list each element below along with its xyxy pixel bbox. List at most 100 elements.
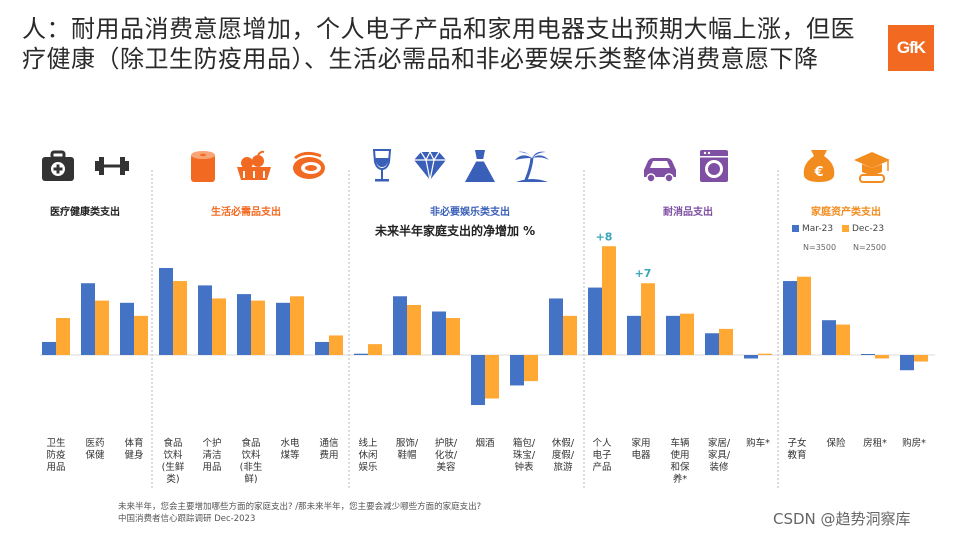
bar-mar23: [783, 281, 797, 355]
category-label: 食品: [163, 437, 182, 449]
category-label: 电器: [631, 449, 651, 461]
category-label: 清洁: [202, 449, 221, 461]
bar-mar23: [510, 355, 524, 386]
category-label: 和保: [670, 461, 690, 473]
gfk-logo: GfK: [888, 25, 934, 71]
money-bag-icon: €: [803, 150, 835, 182]
change-callout: +7: [635, 267, 652, 280]
category-label: 购房*: [902, 437, 926, 449]
bar-dec23: [758, 353, 772, 355]
bar-dec23: [836, 324, 850, 355]
bar-dec23: [56, 318, 70, 355]
category-label: 类): [166, 473, 179, 485]
category-label: 防疫: [46, 449, 66, 461]
legend-sample-mar23: N=3500: [803, 243, 837, 252]
legend-swatch-mar23: [792, 225, 799, 232]
category-label: 装修: [709, 461, 729, 473]
category-label: 休假/: [552, 437, 575, 449]
bar-mar23: [822, 320, 836, 355]
category-label: 饮料: [163, 449, 183, 461]
bar-mar23: [120, 302, 134, 355]
category-label: 服饰/: [396, 437, 419, 449]
category-label: 卫生: [46, 437, 66, 449]
bar-dec23: [368, 344, 382, 355]
bar-mar23: [549, 298, 563, 355]
change-callout: +8: [596, 230, 613, 243]
diamond-icon: [414, 150, 446, 181]
category-label: 鞋帽: [397, 449, 416, 461]
bar-mar23: [627, 315, 641, 355]
medical-kit-icon: [42, 150, 74, 181]
category-label: 烟酒: [475, 437, 495, 449]
page-title: 人：耐用品消费意愿增加，个人电子产品和家用电器支出预期大幅上涨，但医 疗健康（除…: [22, 14, 862, 74]
category-label: 家具/: [708, 449, 731, 461]
bar-mar23: [861, 354, 875, 355]
category-label: 医药: [85, 438, 104, 449]
category-label: 化妆/: [435, 449, 458, 461]
category-label: 钟表: [514, 461, 534, 473]
bar-dec23: [485, 355, 499, 399]
meat-icon: [293, 151, 325, 179]
category-title-necessities: 生活必需品支出: [211, 207, 281, 218]
category-label: 教育: [787, 449, 806, 461]
bar-mar23: [666, 315, 680, 355]
bar-dec23: [719, 328, 733, 355]
category-label: 休闲: [358, 449, 377, 461]
category-label: 个护: [202, 437, 221, 449]
bar-dec23: [446, 318, 460, 355]
paper-roll-icon: [191, 151, 215, 182]
car-icon: [644, 158, 676, 183]
category-label: 护肤/: [435, 437, 458, 449]
category-label: (非生: [240, 461, 263, 473]
legend-label-dec23: Dec-23: [852, 224, 885, 234]
footnote-question: 未来半年，您会主要增加哪些方面的家庭支出? /那未来半年，您主要会减少哪些方面的…: [118, 502, 482, 512]
bar-dec23: [602, 246, 616, 355]
dress-icon: [465, 150, 495, 182]
bar-dec23: [329, 335, 343, 355]
footnote-source: 中国消费者信心跟踪调研 Dec-2023: [118, 514, 256, 524]
bar-dec23: [797, 276, 811, 355]
category-label: 鲜): [244, 473, 257, 485]
category-label: 美容: [436, 461, 456, 473]
category-label: 体育: [124, 437, 143, 449]
category-label: 保险: [826, 437, 846, 449]
category-label: 电子: [592, 449, 612, 461]
legend-sample-dec23: N=2500: [853, 243, 887, 252]
category-label: 通信: [319, 437, 338, 449]
svg-text:€: €: [813, 165, 823, 180]
category-label: 水电: [280, 437, 300, 449]
bar-dec23: [563, 315, 577, 355]
bar-mar23: [900, 355, 914, 371]
bar-mar23: [198, 285, 212, 355]
bar-dec23: [173, 281, 187, 355]
category-label: 用品: [46, 462, 65, 473]
bar-dec23: [251, 300, 265, 355]
category-label: 煤等: [280, 449, 300, 461]
category-title-entertainment: 非必要娱乐类支出: [430, 207, 510, 218]
bar-mar23: [393, 296, 407, 355]
bar-dec23: [290, 296, 304, 355]
bar-mar23: [354, 353, 368, 355]
bar-dec23: [524, 355, 538, 382]
legend-item-mar23: Mar-23: [792, 224, 833, 234]
watermark: CSDN @趋势洞察库: [773, 510, 911, 528]
bar-mar23: [471, 355, 485, 406]
dumbbell-icon: [95, 157, 129, 175]
category-label: 娱乐: [358, 461, 378, 473]
bar-mar23: [81, 283, 95, 355]
bar-mar23: [237, 294, 251, 355]
title-line-2: 疗健康（除卫生防疫用品）、生活必需品和非必要娱乐类整体消费意愿下降: [22, 45, 819, 73]
category-label: 旅游: [553, 461, 573, 473]
bar-dec23: [680, 313, 694, 355]
bar-mar23: [42, 341, 56, 355]
title-line-1: 人：耐用品消费意愿增加，个人电子产品和家用电器支出预期大幅上涨，但医: [22, 15, 855, 43]
bar-mar23: [159, 268, 173, 355]
category-label: 子女: [787, 437, 806, 449]
legend-label-mar23: Mar-23: [802, 224, 834, 234]
footnote: 未来半年，您会主要增加哪些方面的家庭支出? /那未来半年，您主要会减少哪些方面的…: [118, 501, 481, 525]
washing-machine-icon: [700, 150, 728, 182]
category-label: 使用: [670, 449, 689, 461]
category-label: 养*: [673, 473, 688, 485]
bar-mar23: [705, 333, 719, 355]
